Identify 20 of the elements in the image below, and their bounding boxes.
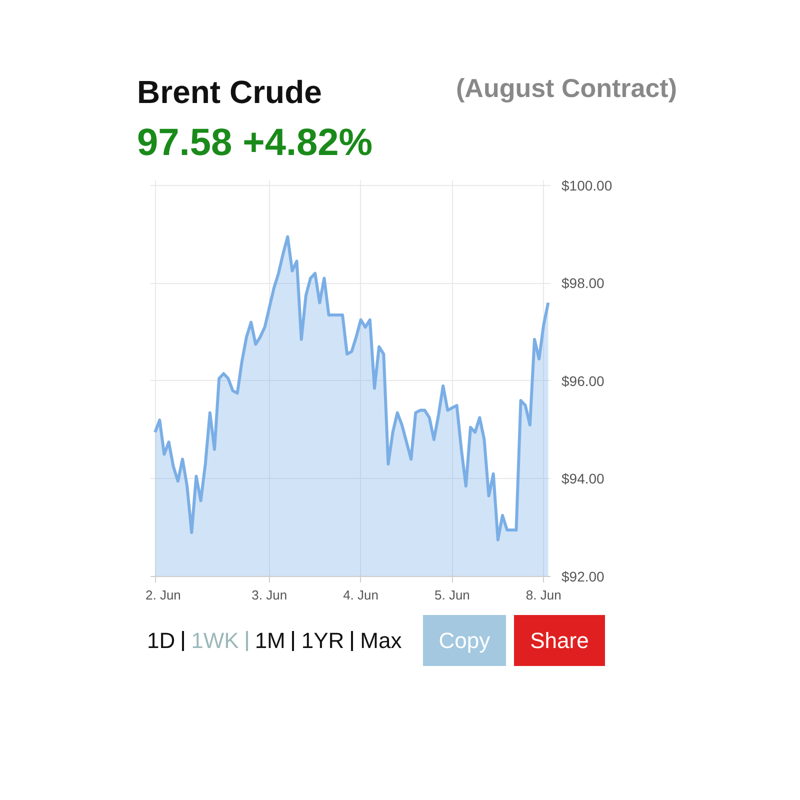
y-tick-label: $96.00 — [562, 372, 605, 389]
chart-title: Brent Crude — [137, 74, 322, 110]
y-tick-label: $100.00 — [562, 177, 612, 194]
x-tick-label: 3. Jun — [252, 588, 288, 602]
text: 1WK — [184, 628, 248, 653]
x-tick-label: 5. Jun — [434, 588, 470, 602]
text: Share — [514, 615, 605, 666]
text: 1D — [140, 628, 184, 653]
text: Max — [359, 628, 403, 653]
text: (August Contract) — [456, 72, 677, 105]
y-tick-label: $94.00 — [562, 470, 605, 487]
text: Copy — [422, 615, 506, 666]
x-tick-label: 8. Jun — [526, 588, 562, 602]
x-tick-label: 2. Jun — [146, 588, 181, 602]
text: 1M — [248, 628, 294, 653]
y-tick-label: $98.00 — [562, 275, 605, 292]
y-tick-label: $92.00 — [562, 568, 605, 584]
chart-subtitle: 97.58 +4.82% — [137, 120, 374, 166]
x-tick-label: 4. Jun — [343, 588, 378, 602]
text: 1YR — [294, 628, 354, 653]
